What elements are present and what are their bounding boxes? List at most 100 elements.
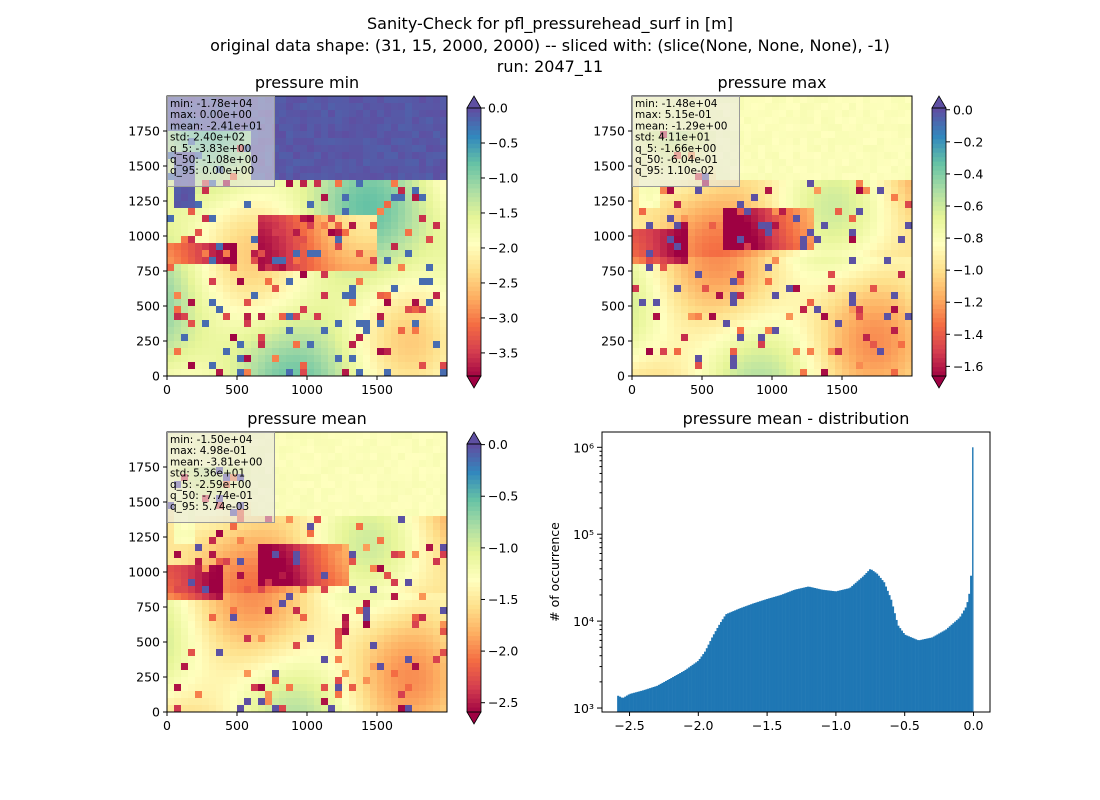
map-cell [793, 320, 801, 328]
map-cell [786, 362, 794, 370]
map-cell [356, 229, 364, 237]
map-cell [730, 271, 738, 279]
map-cell [723, 334, 731, 342]
map-cell [723, 194, 731, 202]
map-cell [828, 355, 836, 363]
map-cell [412, 250, 420, 258]
map-cell [244, 684, 252, 692]
map-cell [440, 229, 448, 237]
map-cell [202, 586, 210, 594]
map-cell [412, 229, 420, 237]
map-cell [835, 222, 843, 230]
map-cell [398, 152, 406, 160]
map-cell [667, 187, 675, 195]
map-cell [884, 145, 892, 153]
map-cell [758, 201, 766, 209]
map-cell [181, 306, 189, 314]
map-cell [300, 208, 308, 216]
map-cell [842, 250, 850, 258]
map-cell [426, 131, 434, 139]
map-cell [195, 208, 203, 216]
map-cell [251, 201, 259, 209]
map-cell [174, 278, 182, 286]
map-cell [667, 243, 675, 251]
map-cell [433, 362, 441, 370]
map-cell [898, 334, 906, 342]
map-cell [349, 495, 357, 503]
map-cell [209, 278, 217, 286]
map-cell [751, 110, 759, 118]
map-cell [363, 474, 371, 482]
map-cell [412, 138, 420, 146]
map-cell [370, 236, 378, 244]
map-cell [370, 159, 378, 167]
map-cell [251, 222, 259, 230]
map-cell [646, 285, 654, 293]
map-cell [244, 299, 252, 307]
map-cell [293, 194, 301, 202]
map-cell [237, 355, 245, 363]
map-cell [667, 369, 675, 377]
map-cell [877, 278, 885, 286]
map-cell [230, 642, 238, 650]
map-cell [195, 264, 203, 272]
map-cell [349, 439, 357, 447]
colorbar-segment [467, 326, 481, 332]
map-cell [786, 208, 794, 216]
map-cell [884, 166, 892, 174]
colorbar-segment [467, 130, 481, 136]
map-cell [856, 362, 864, 370]
map-cell [349, 355, 357, 363]
map-cell [363, 131, 371, 139]
map-cell [433, 124, 441, 132]
map-cell [279, 628, 287, 636]
map-cell [272, 558, 280, 566]
map-cell [237, 593, 245, 601]
map-cell [272, 551, 280, 559]
map-cell [279, 698, 287, 706]
map-cell [702, 215, 710, 223]
map-cell [821, 194, 829, 202]
map-cell [223, 194, 231, 202]
map-cell [405, 110, 413, 118]
map-cell [244, 551, 252, 559]
map-cell [328, 257, 336, 265]
map-cell [363, 201, 371, 209]
map-cell [230, 278, 238, 286]
map-cell [870, 229, 878, 237]
map-cell [342, 677, 350, 685]
map-cell [639, 341, 647, 349]
map-cell [321, 649, 329, 657]
map-cell [307, 586, 315, 594]
map-cell [744, 313, 752, 321]
map-cell [202, 530, 210, 538]
map-cell [209, 201, 217, 209]
map-cell [828, 292, 836, 300]
map-cell [293, 250, 301, 258]
map-cell [433, 264, 441, 272]
map-cell [632, 194, 640, 202]
map-cell [335, 138, 343, 146]
map-cell [370, 684, 378, 692]
map-cell [279, 530, 287, 538]
map-cell [349, 236, 357, 244]
map-cell [167, 586, 175, 594]
map-cell [412, 222, 420, 230]
map-cell [363, 481, 371, 489]
map-cell [419, 229, 427, 237]
map-cell [391, 586, 399, 594]
map-cell [730, 327, 738, 335]
map-cell [342, 201, 350, 209]
map-cell [779, 180, 787, 188]
map-cell [356, 299, 364, 307]
map-cell [398, 145, 406, 153]
map-cell [842, 327, 850, 335]
map-cell [426, 103, 434, 111]
map-cell [216, 537, 224, 545]
map-cell [398, 250, 406, 258]
map-cell [905, 96, 913, 104]
map-cell [751, 103, 759, 111]
map-cell [363, 649, 371, 657]
map-cell [849, 215, 857, 223]
map-cell [681, 201, 689, 209]
